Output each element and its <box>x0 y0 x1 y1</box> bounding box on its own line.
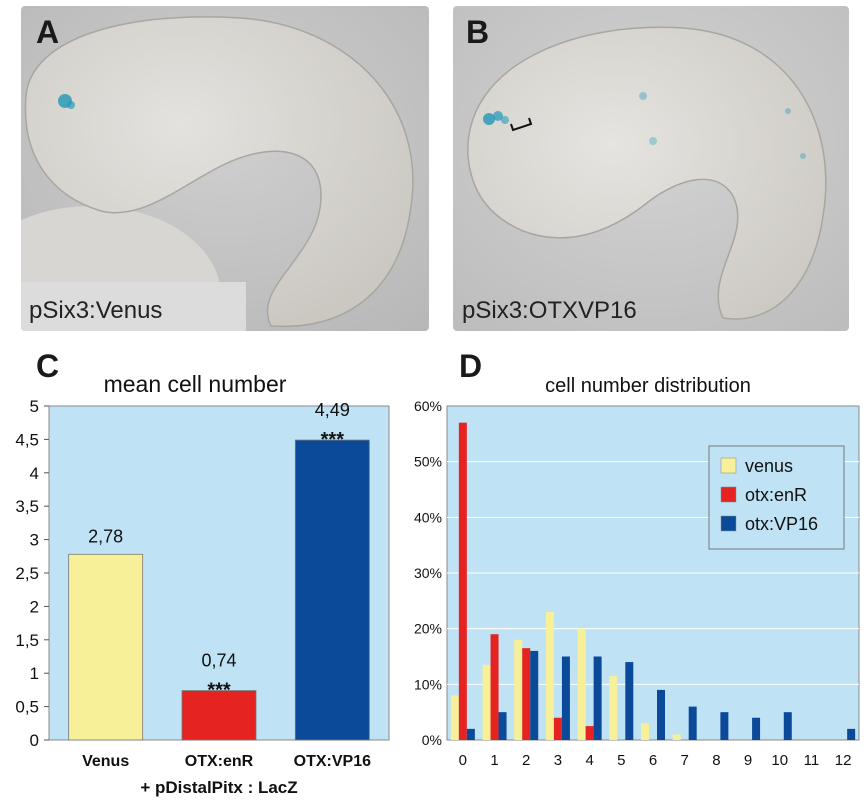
panel-a-photo <box>21 6 429 331</box>
panel-a-letter: A <box>36 14 60 50</box>
chart-c-bar-otx-vp16 <box>294 439 370 741</box>
chart-d-bar-venus <box>609 675 618 740</box>
chart-c-ytick-label: 5 <box>30 397 39 416</box>
chart-d-bar-otx-vp16 <box>593 656 602 740</box>
chart-d-bar-otx-enr <box>522 648 531 740</box>
chart-d-bar-venus <box>545 611 554 740</box>
chart-c-value-label: 0,74 <box>201 651 236 671</box>
chart-c-bar-venus <box>68 553 144 741</box>
panel-b-caption: pSix3:OTXVP16 <box>462 297 637 324</box>
chart-d-category-label: 12 <box>835 752 852 769</box>
chart-d-category-label: 2 <box>522 752 530 769</box>
embryo-venus-image <box>21 6 429 331</box>
chart-d-bar-otx-vp16 <box>720 712 729 740</box>
chart-c-ytick-label: 2,5 <box>15 564 39 583</box>
chart-d-category-label: 6 <box>649 752 657 769</box>
chart-d-category-label: 9 <box>744 752 752 769</box>
panel-a-caption: pSix3:Venus <box>29 297 163 324</box>
chart-d-legend-swatch <box>720 457 737 474</box>
chart-c-ytick-label: 0,5 <box>15 698 39 717</box>
chart-d-ytick-label: 10% <box>414 676 442 692</box>
chart-c-ytick-label: 1 <box>30 664 39 683</box>
panel-b-letter: B <box>466 14 490 50</box>
chart-d-category-label: 5 <box>617 752 625 769</box>
chart-d-legend-label: venus <box>745 456 793 476</box>
chart-d-bar-otx-vp16 <box>530 650 539 740</box>
chart-d-ytick-label: 20% <box>414 621 442 637</box>
chart-d-bar-otx-enr <box>458 422 467 740</box>
chart-d-bar-otx-vp16 <box>847 728 856 740</box>
chart-d-category-label: 0 <box>459 752 467 769</box>
chart-d-legend-swatch <box>720 486 737 503</box>
chart-d-bar-venus <box>672 734 681 740</box>
chart-d-bar-otx-vp16 <box>752 717 761 740</box>
chart-c-ytick-label: 0 <box>30 731 39 750</box>
chart-d-ytick-label: 40% <box>414 509 442 525</box>
chart-d-bar-otx-vp16 <box>688 706 697 740</box>
chart-d-bar-otx-vp16 <box>498 712 507 740</box>
chart-c-ytick-label: 1,5 <box>15 631 39 650</box>
panel-d-letter: D <box>459 348 483 384</box>
chart-c-ytick-label: 4 <box>30 464 39 483</box>
chart-d-legend-label: otx:enR <box>745 485 807 505</box>
chart-d-bar-venus <box>482 664 491 740</box>
chart-c-xlabel: + pDistalPitx : LacZ <box>140 778 297 797</box>
chart-d-category-label: 1 <box>490 752 498 769</box>
chart-c-ytick-label: 2 <box>30 597 39 616</box>
chart-d-bar-otx-vp16 <box>783 712 792 740</box>
chart-c-significance: *** <box>321 429 345 451</box>
chart-c-bar-otx-enr <box>181 690 257 741</box>
chart-c-ytick-label: 3 <box>30 531 39 550</box>
chart-c-value-label: 2,78 <box>88 526 123 546</box>
chart-d-legend-label: otx:VP16 <box>745 514 818 534</box>
embryo-otxvp16-image <box>453 6 849 331</box>
chart-d-bar-otx-enr <box>490 634 499 740</box>
chart-d-category-label: 4 <box>585 752 593 769</box>
chart-c-category-label: OTX:VP16 <box>294 753 371 770</box>
chart-d-bar-venus <box>450 695 459 740</box>
chart-d-ytick-label: 60% <box>414 398 442 414</box>
chart-d-category-label: 7 <box>681 752 689 769</box>
chart-c-significance: *** <box>207 680 231 702</box>
chart-d-bar-otx-enr <box>585 726 594 740</box>
chart-d-legend-swatch <box>720 515 737 532</box>
chart-c-category-label: Venus <box>82 753 129 770</box>
chart-d-legend: venus otx:enR otx:VP16 <box>708 445 845 550</box>
chart-d-category-label: 8 <box>712 752 720 769</box>
chart-d-bar-otx-vp16 <box>657 689 665 740</box>
chart-d-ytick-label: 0% <box>422 732 442 748</box>
chart-d-bar-otx-vp16 <box>561 656 570 740</box>
chart-d-ytick-label: 50% <box>414 454 442 470</box>
panel-c-letter: C <box>36 348 60 384</box>
chart-d-ytick-label: 30% <box>414 565 442 581</box>
chart-d-category-label: 11 <box>804 752 820 769</box>
chart-c-category-label: OTX:enR <box>185 753 254 770</box>
chart-d-category-label: 10 <box>771 752 788 769</box>
chart-d-title: cell number distribution <box>545 375 751 397</box>
panel-b-photo <box>453 6 849 331</box>
chart-d-bar-venus <box>641 723 649 740</box>
chart-c-value-label: 4,49 <box>315 400 350 420</box>
chart-d-bar-venus <box>514 639 523 740</box>
chart-d-category-label: 3 <box>554 752 562 769</box>
chart-d-bar-venus <box>577 628 586 740</box>
chart-d-bar-otx-vp16 <box>625 662 634 740</box>
chart-c-ytick-label: 4,5 <box>15 430 39 449</box>
chart-c-ytick-label: 3,5 <box>15 497 39 516</box>
chart-c-title: mean cell number <box>104 371 287 397</box>
chart-d-bar-otx-enr <box>553 717 562 740</box>
chart-d-bar-otx-vp16 <box>466 728 475 740</box>
